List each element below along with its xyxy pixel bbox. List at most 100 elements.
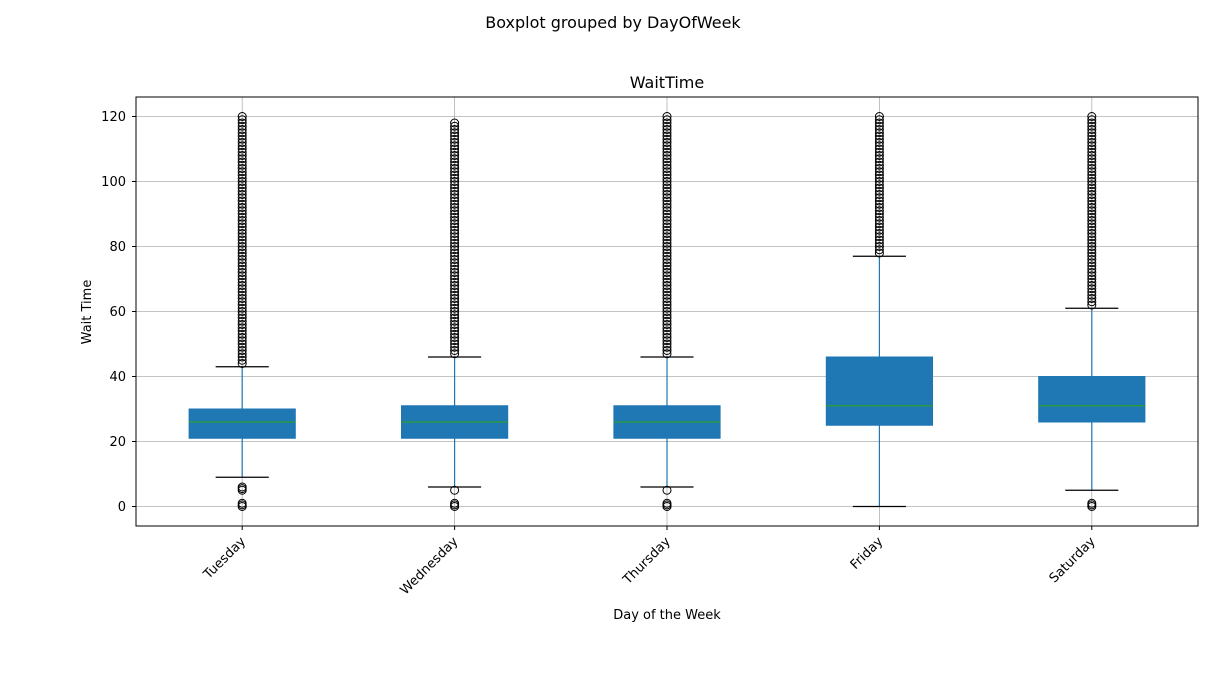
y-tick-label: 120 xyxy=(101,110,126,125)
flier-point xyxy=(237,326,247,336)
flier-point xyxy=(1087,258,1097,268)
flier-point xyxy=(874,167,884,177)
flier-point xyxy=(1087,206,1097,216)
flier-point xyxy=(662,323,672,333)
flier-point xyxy=(237,297,247,307)
box-friday xyxy=(825,112,933,508)
flier-point xyxy=(874,232,884,242)
x-axis-ticks: Tuesday Wednesday Thursday Friday Saturday xyxy=(200,526,1099,598)
grid-lines xyxy=(136,97,1198,526)
flier-point xyxy=(662,294,672,303)
flier-point xyxy=(662,255,672,264)
x-tick-label: Saturday xyxy=(1047,534,1099,586)
flier-point xyxy=(1087,261,1097,271)
flier-point xyxy=(237,310,247,320)
flier-point xyxy=(237,216,247,225)
flier-point xyxy=(874,147,884,157)
flier-point xyxy=(237,248,247,258)
chart-suptitle: Boxplot grouped by DayOfWeek xyxy=(485,13,741,32)
flier-point xyxy=(874,209,884,219)
flier-point xyxy=(1087,238,1097,248)
flier-point xyxy=(237,138,247,147)
flier-point xyxy=(450,323,460,333)
flier-point xyxy=(874,125,884,134)
flier-point xyxy=(237,268,247,277)
flier-point xyxy=(237,203,247,212)
flier-point xyxy=(1087,209,1097,219)
flier-point xyxy=(237,264,247,274)
flier-point xyxy=(237,271,247,281)
flier-point xyxy=(1087,170,1097,180)
flier-point xyxy=(874,203,884,212)
flier-point xyxy=(237,229,247,238)
flier-point xyxy=(662,151,672,160)
flier-point xyxy=(1087,264,1097,274)
flier-point xyxy=(662,251,672,261)
flier-point xyxy=(874,134,884,144)
flier-point xyxy=(1087,274,1097,284)
flier-point xyxy=(1087,229,1097,238)
flier-point xyxy=(237,170,247,180)
flier-point xyxy=(237,199,247,209)
flier-point xyxy=(662,307,672,316)
flier-point xyxy=(237,346,247,355)
flier-point xyxy=(874,235,884,245)
flier-point xyxy=(237,329,247,339)
flier-point xyxy=(874,164,884,173)
flier-point xyxy=(1087,144,1097,154)
flier-point xyxy=(662,216,672,225)
flier-point xyxy=(662,232,672,242)
flier-point xyxy=(237,154,247,164)
flier-point xyxy=(874,238,884,248)
box-iqr xyxy=(825,356,933,426)
flier-point xyxy=(1087,112,1097,121)
flier-point xyxy=(662,196,672,206)
flier-point xyxy=(662,180,672,190)
flier-point xyxy=(662,242,672,251)
flier-point xyxy=(450,284,460,294)
flier-point xyxy=(450,160,460,170)
flier-point xyxy=(874,177,884,186)
flier-point xyxy=(237,303,247,313)
flier-point xyxy=(874,128,884,138)
flier-point xyxy=(874,186,884,196)
y-tick-label: 0 xyxy=(118,500,126,515)
flier-point xyxy=(237,316,247,326)
flier-point xyxy=(237,180,247,190)
flier-point xyxy=(874,199,884,209)
y-axis-ticks: 0 20 40 60 80 100 120 xyxy=(101,110,136,515)
flier-point xyxy=(450,118,460,128)
flier-point xyxy=(662,206,672,216)
flier-point xyxy=(450,232,460,242)
flier-point xyxy=(237,235,247,245)
box-iqr xyxy=(188,408,296,439)
flier-point xyxy=(662,310,672,320)
flier-point xyxy=(1087,138,1097,147)
flier-point xyxy=(237,261,247,271)
flier-point xyxy=(1087,287,1097,297)
flier-point xyxy=(237,121,247,131)
flier-point xyxy=(662,290,672,300)
flier-point xyxy=(1087,186,1097,196)
flier-point xyxy=(874,160,884,170)
flier-point xyxy=(874,245,884,255)
flier-point xyxy=(662,183,672,193)
flier-point xyxy=(237,147,247,157)
flier-point xyxy=(237,141,247,151)
box-saturday xyxy=(1038,112,1146,511)
flier-point xyxy=(662,154,672,164)
flier-point xyxy=(450,199,460,209)
flier-point xyxy=(237,313,247,323)
flier-point xyxy=(1087,141,1097,151)
flier-point xyxy=(450,186,460,196)
flier-point xyxy=(1087,125,1097,134)
flier-point xyxy=(450,144,460,154)
flier-point xyxy=(662,147,672,157)
flier-point xyxy=(662,128,672,138)
flier-point xyxy=(237,281,247,290)
flier-point xyxy=(237,151,247,160)
flier-point xyxy=(662,121,672,131)
flier-point xyxy=(237,287,247,297)
flier-point xyxy=(662,209,672,219)
flier-point xyxy=(1087,245,1097,255)
